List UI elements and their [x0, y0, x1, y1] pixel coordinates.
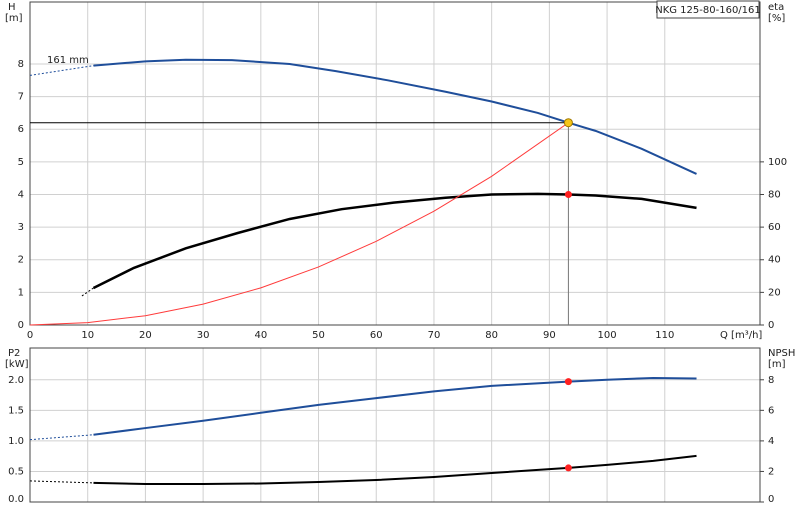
chart-title: NKG 125-80-160/161: [655, 5, 761, 16]
y2-axis-unit: [m]: [768, 359, 786, 370]
y2-tick-label: 0: [768, 494, 774, 505]
x-tick-label: 90: [543, 330, 556, 341]
curve-annotation: 161 mm: [47, 55, 89, 66]
x-tick-label: 40: [254, 330, 267, 341]
y2-tick-label: 40: [768, 255, 781, 266]
point-marker: [564, 378, 572, 386]
plot-frame: [29, 1, 761, 326]
y-tick-label: 1: [18, 287, 24, 298]
y-tick-label: 0: [18, 320, 24, 331]
x-tick-label: 20: [139, 330, 152, 341]
curve: [29, 122, 569, 326]
y-tick-label: 4: [18, 189, 24, 200]
curve: [93, 454, 697, 485]
y-tick-label: 3: [18, 222, 24, 233]
plot-frame: [29, 347, 761, 503]
y-axis-title: H: [8, 2, 16, 13]
y-tick-label: 8: [18, 59, 24, 70]
title-box: [656, 0, 760, 19]
curve: [92, 192, 697, 290]
curve: [29, 480, 94, 484]
y2-tick-label: 0: [768, 320, 774, 331]
y-tick-label: 1.5: [8, 405, 24, 416]
y-axis-title: P2: [8, 348, 20, 359]
curve: [93, 58, 697, 175]
y2-tick-label: 8: [768, 375, 774, 386]
y-tick-label: 2.0: [8, 375, 24, 386]
x-axis-title: Q [m³/h]: [720, 330, 762, 341]
x-tick-label: 100: [598, 330, 617, 341]
x-tick-label: 10: [81, 330, 94, 341]
x-tick-label: 70: [428, 330, 441, 341]
point-marker: [564, 190, 572, 198]
x-tick-label: 80: [485, 330, 498, 341]
y2-axis-title: NPSH: [768, 348, 795, 359]
y2-tick-label: 4: [768, 436, 774, 447]
y-axis-unit: [m]: [5, 13, 23, 24]
curve: [29, 65, 94, 76]
operating-point: [563, 118, 573, 128]
y-tick-label: 0.0: [8, 494, 24, 505]
y2-tick-label: 6: [768, 405, 774, 416]
x-tick-label: 0: [27, 330, 33, 341]
y2-tick-label: 2: [768, 466, 774, 477]
y-tick-label: 7: [18, 92, 24, 103]
y-tick-label: 0.5: [8, 466, 24, 477]
y-axis-unit: [kW]: [5, 359, 29, 370]
y-tick-label: 1.0: [8, 436, 24, 447]
y2-axis-unit: [%]: [768, 13, 785, 24]
y-tick-label: 2: [18, 255, 24, 266]
y-tick-label: 6: [18, 124, 24, 135]
y2-tick-label: 100: [768, 157, 787, 168]
y-tick-label: 5: [18, 157, 24, 168]
x-tick-label: 50: [312, 330, 325, 341]
curve: [93, 376, 697, 436]
y2-tick-label: 80: [768, 189, 781, 200]
point-marker: [564, 464, 572, 472]
x-tick-label: 60: [370, 330, 383, 341]
curve: [29, 434, 94, 441]
y2-tick-label: 20: [768, 287, 781, 298]
x-tick-label: 30: [197, 330, 210, 341]
y2-axis-title: eta: [768, 2, 784, 13]
x-tick-label: 110: [655, 330, 674, 341]
y2-tick-label: 60: [768, 222, 781, 233]
